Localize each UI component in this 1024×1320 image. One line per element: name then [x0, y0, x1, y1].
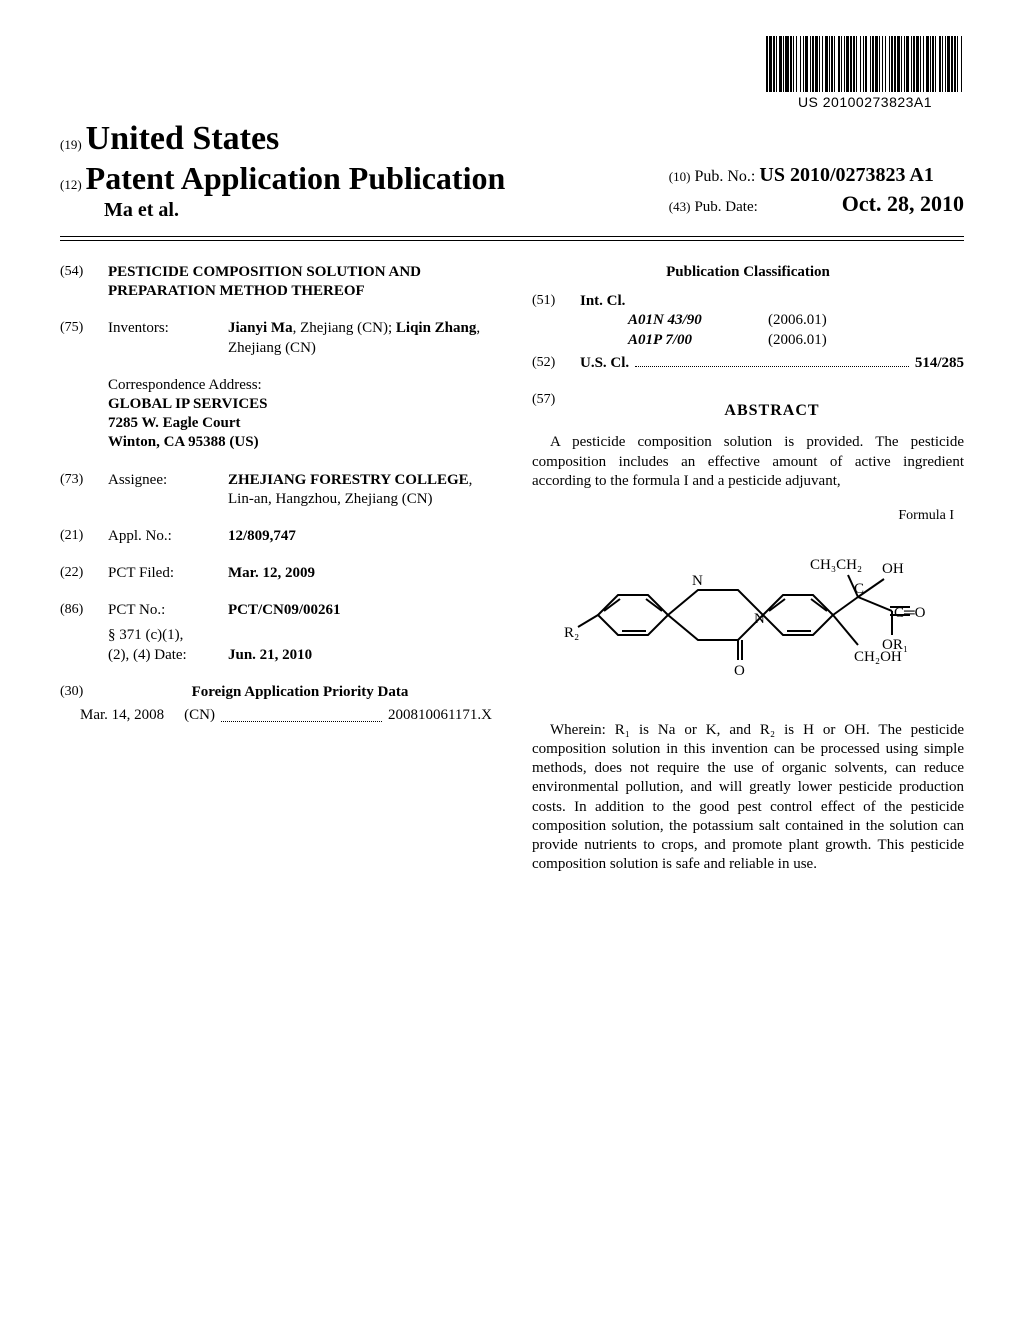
field-54-title: (54) PESTICIDE COMPOSITION SOLUTION AND … [60, 263, 492, 301]
tag-86: (86) [60, 601, 108, 620]
correspondence-address: Correspondence Address: GLOBAL IP SERVIC… [108, 376, 492, 453]
tag-22: (22) [60, 564, 108, 583]
corr-line-1: Correspondence Address: [108, 376, 492, 395]
invention-title: PESTICIDE COMPOSITION SOLUTION AND PREPA… [108, 263, 492, 301]
uscl-value: 514/285 [915, 354, 964, 373]
intcl-date: (2006.01) [768, 311, 827, 330]
barcode-bars [766, 36, 964, 92]
barcode-number: US 20100273823A1 [766, 94, 964, 110]
assignee-value: ZHEJIANG FORESTRY COLLEGE, Lin-an, Hangz… [228, 471, 492, 509]
barcode-block: US 20100273823A1 [766, 36, 964, 110]
formula-n2: N [754, 611, 765, 627]
tag-30: (30) [60, 683, 108, 702]
label-371: § 371 (c)(1), (2), (4) Date: [108, 626, 228, 664]
field-51-intcl: (51) Int. Cl. A01N 43/90(2006.01)A01P 7/… [532, 292, 964, 350]
tag-75: (75) [60, 319, 108, 357]
tag-73: (73) [60, 471, 108, 509]
priority-date: Mar. 14, 2008 [80, 706, 164, 725]
code-12: (12) [60, 177, 82, 192]
left-column: (54) PESTICIDE COMPOSITION SOLUTION AND … [60, 263, 492, 882]
label-applno: Appl. No.: [108, 527, 228, 546]
formula-oh: OH [882, 561, 904, 577]
dots-leader-icon [221, 706, 382, 722]
field-73-assignee: (73) Assignee: ZHEJIANG FORESTRY COLLEGE… [60, 471, 492, 509]
intcl-code: A01P 7/00 [628, 331, 768, 350]
label-assignee: Assignee: [108, 471, 228, 509]
abstract-para-2: Wherein: R₁ is Na or K, and R₂ is H or O… [532, 721, 964, 875]
publication-classification-title: Publication Classification [532, 263, 964, 282]
formula-o: O [734, 663, 745, 679]
pctno-value: PCT/CN09/00261 [228, 601, 492, 620]
intcl-row: A01N 43/90(2006.01) [628, 311, 964, 330]
field-57-abstract: (57) ABSTRACT [532, 391, 964, 429]
priority-title: Foreign Application Priority Data [108, 683, 492, 702]
priority-row: Mar. 14, 2008 (CN) 200810061171.X [80, 706, 492, 725]
chemical-formula-icon: R₂ N N O CH₃CH₂ OH C C═O OR₁ CH₂OH [558, 535, 938, 705]
tag-52: (52) [532, 354, 580, 373]
pub-no-label: Pub. No.: [694, 168, 755, 185]
formula-co: C═O [894, 605, 926, 621]
corr-line-3: 7285 W. Eagle Court [108, 414, 492, 433]
header-line-country: (19) United States [60, 120, 964, 158]
intcl-rows: A01N 43/90(2006.01)A01P 7/00(2006.01) [628, 311, 964, 349]
tag-21: (21) [60, 527, 108, 546]
tag-57: (57) [532, 391, 580, 429]
pub-date-label: Pub. Date: [694, 199, 757, 215]
code-10: (10) [669, 169, 691, 184]
field-86-pctno: (86) PCT No.: PCT/CN09/00261 [60, 601, 492, 620]
formula-c: C [854, 581, 864, 597]
dots-leader-icon [635, 354, 909, 367]
tag-86-blank [60, 626, 108, 664]
abstract-title: ABSTRACT [580, 401, 964, 421]
header-rule-2 [60, 240, 964, 241]
body-columns: (54) PESTICIDE COMPOSITION SOLUTION AND … [60, 263, 964, 882]
header-rule-1 [60, 236, 964, 237]
formula-ch3ch2: CH₃CH₂ [810, 557, 862, 573]
formula-r2: R₂ [564, 625, 579, 641]
label-inventors: Inventors: [108, 319, 228, 357]
priority-number: 200810061171.X [388, 706, 492, 725]
pctfiled-value: Mar. 12, 2009 [228, 564, 492, 583]
applno-value: 12/809,747 [228, 527, 492, 546]
field-86-371date: § 371 (c)(1), (2), (4) Date: Jun. 21, 20… [60, 626, 492, 664]
abstract-para-1: A pesticide composition solution is prov… [532, 433, 964, 491]
pub-date: Oct. 28, 2010 [842, 191, 964, 216]
pub-date-row: (43) Pub. Date: Oct. 28, 2010 [669, 191, 964, 217]
field-30-priority: (30) Foreign Application Priority Data M… [60, 683, 492, 725]
field-21-applno: (21) Appl. No.: 12/809,747 [60, 527, 492, 546]
inventors-value: Jianyi Ma, Zhejiang (CN); Liqin Zhang, Z… [228, 319, 492, 357]
field-75-inventors: (75) Inventors: Jianyi Ma, Zhejiang (CN)… [60, 319, 492, 357]
date-371-value: Jun. 21, 2010 [228, 646, 492, 665]
field-22-pctfiled: (22) PCT Filed: Mar. 12, 2009 [60, 564, 492, 583]
code-19: (19) [60, 137, 82, 152]
patent-page: US 20100273823A1 (19) United States (12)… [0, 0, 1024, 1320]
label-intcl: Int. Cl. [580, 292, 964, 311]
formula-ch2oh: CH₂OH [854, 649, 902, 665]
intcl-date: (2006.01) [768, 331, 827, 350]
code-43: (43) [669, 199, 691, 214]
tag-54: (54) [60, 263, 108, 301]
corr-line-2: GLOBAL IP SERVICES [108, 395, 492, 414]
formula-label: Formula I [532, 507, 954, 525]
publication-info: (10) Pub. No.: US 2010/0273823 A1 (43) P… [669, 164, 964, 217]
field-52-uscl: (52) U.S. Cl. 514/285 [532, 354, 964, 373]
intcl-code: A01N 43/90 [628, 311, 768, 330]
label-uscl: U.S. Cl. [580, 354, 629, 373]
country-name: United States [86, 120, 280, 157]
label-pctno: PCT No.: [108, 601, 228, 620]
label-pctfiled: PCT Filed: [108, 564, 228, 583]
formula-n1: N [692, 573, 703, 589]
priority-country: (CN) [184, 706, 215, 725]
document-type: Patent Application Publication [86, 160, 506, 196]
pub-number-row: (10) Pub. No.: US 2010/0273823 A1 [669, 164, 964, 187]
intcl-row: A01P 7/00(2006.01) [628, 331, 964, 350]
tag-51: (51) [532, 292, 580, 350]
pub-number: US 2010/0273823 A1 [759, 164, 933, 186]
corr-line-4: Winton, CA 95388 (US) [108, 433, 492, 452]
right-column: Publication Classification (51) Int. Cl.… [532, 263, 964, 882]
